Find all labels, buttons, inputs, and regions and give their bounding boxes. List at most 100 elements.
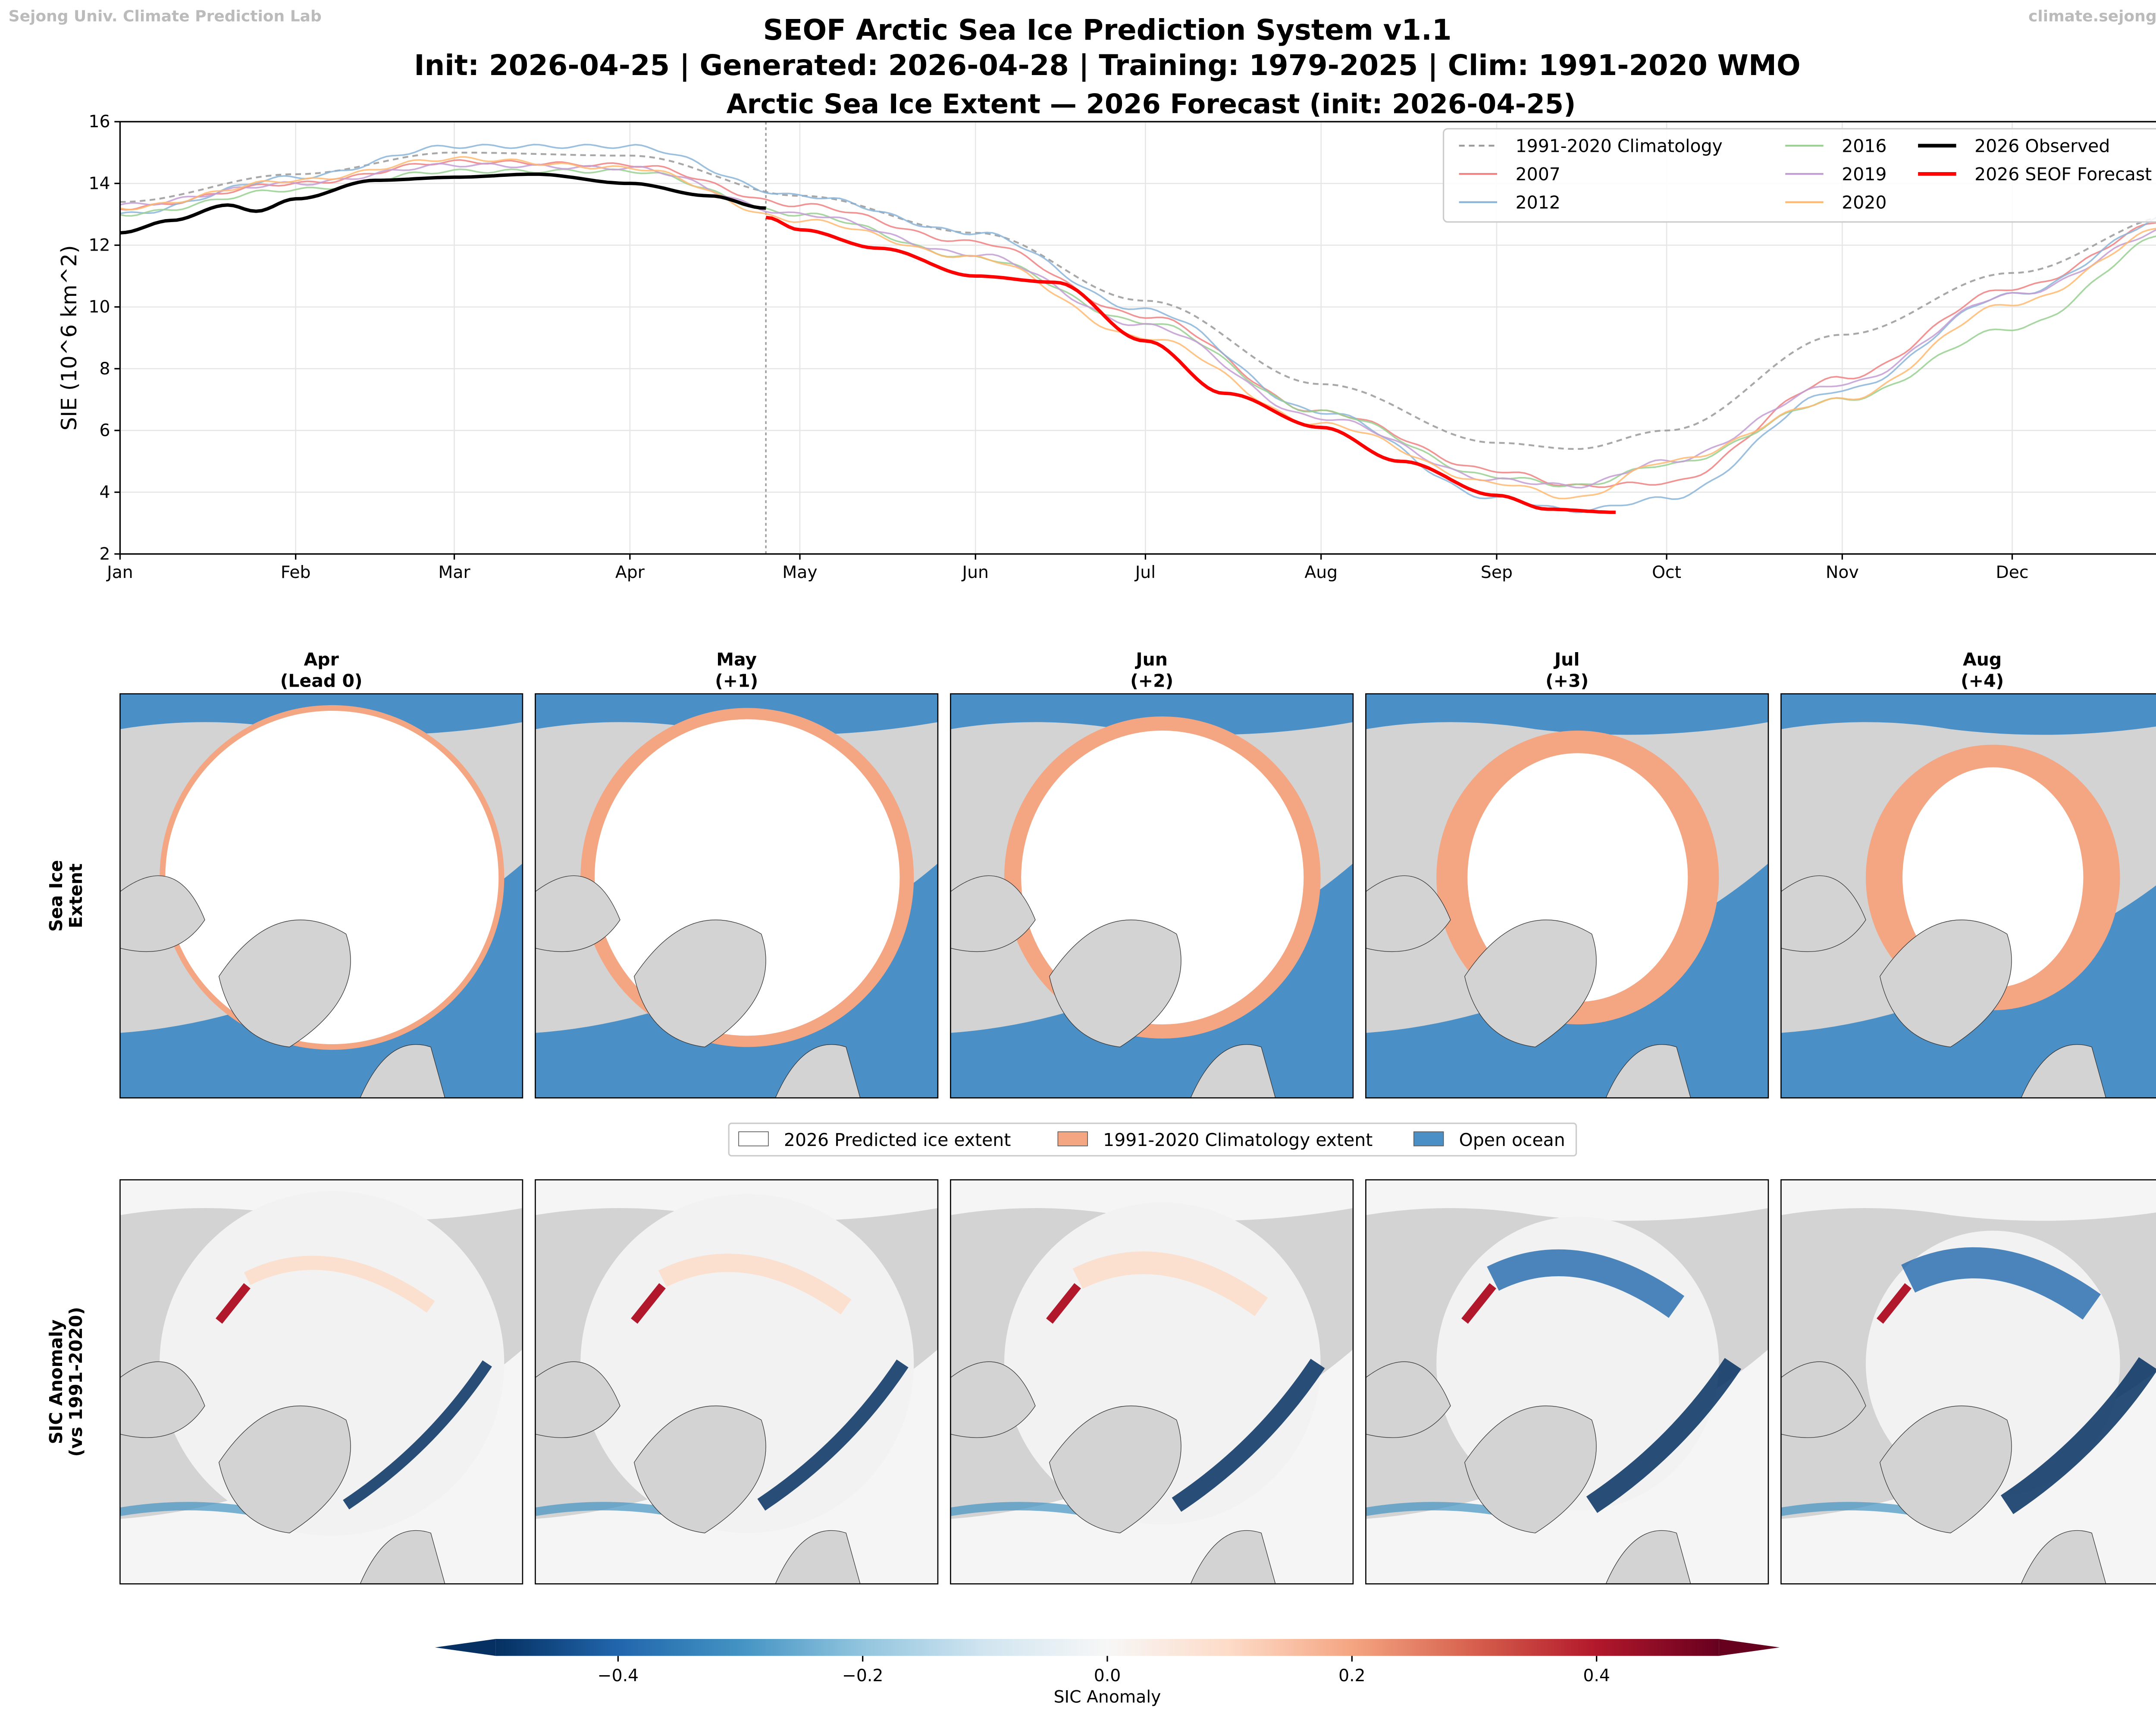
row-label: (vs 1991-2020) <box>66 1307 86 1457</box>
map-legend-swatch <box>1057 1131 1088 1146</box>
colorbar-tick-label: 0.2 <box>1338 1666 1366 1686</box>
map-title-month: Jun <box>1134 649 1168 670</box>
anomaly-band-negative <box>757 1359 909 1511</box>
y-tick-label: 4 <box>99 483 110 502</box>
sic-anomaly-map-jul <box>1365 1179 1769 1585</box>
colorbar-tick-label: 0.4 <box>1583 1666 1610 1686</box>
colorbar-extend-max <box>1719 1639 1780 1656</box>
map-legend-swatch <box>1413 1131 1444 1146</box>
suptitle-line1: SEOF Arctic Sea Ice Prediction System v1… <box>763 14 1452 47</box>
x-tick-label: Oct <box>1652 563 1681 582</box>
y-tick-label: 8 <box>99 359 110 379</box>
colorbar-label: SIC Anomaly <box>1054 1687 1161 1707</box>
sic-anomaly-map-aug <box>1780 1179 2156 1585</box>
colorbar-tick-label: −0.2 <box>842 1666 883 1686</box>
sea-ice-extent-map-aug <box>1780 693 2156 1099</box>
scandinavia <box>2021 1044 2106 1098</box>
colorbar-ticks: −0.4 −0.2 0.0 0.2 0.4 <box>598 1656 1610 1686</box>
sic-anomaly-map-may <box>535 1179 939 1585</box>
y-tick-label: 10 <box>88 298 110 317</box>
scandinavia <box>360 1530 445 1584</box>
scandinavia <box>775 1044 861 1098</box>
ocean-atlantic <box>1366 863 1768 1098</box>
map-frame <box>950 1179 1354 1585</box>
suptitle-line2: Init: 2026-04-25 | Generated: 2026-04-28… <box>414 49 1800 82</box>
map-legend-box <box>728 1122 1577 1157</box>
x-tick-label: Aug <box>1304 563 1338 582</box>
anomaly-band-negative <box>244 1256 435 1313</box>
canada-land <box>950 875 1036 952</box>
ocean-atlantic <box>535 1349 938 1584</box>
map-legend-label: 2026 Predicted ice extent <box>784 1130 1011 1150</box>
ocean-pacific <box>1781 1180 2156 1221</box>
map-frame <box>1780 693 2156 1099</box>
series-group <box>120 144 2156 514</box>
series-line-2012 <box>120 144 2156 513</box>
watermark-left: Sejong Univ. Climate Prediction Lab <box>9 8 322 25</box>
colorbar-gradient <box>495 1639 1719 1656</box>
sea-ice-extent-map-apr <box>119 693 523 1099</box>
y-tick-label: 2 <box>99 545 110 564</box>
canada-land <box>120 1361 205 1438</box>
scandinavia <box>775 1530 861 1584</box>
y-ticks: 2 4 6 8 10 12 14 16 <box>88 112 120 564</box>
greenland <box>1880 1405 2012 1534</box>
greenland <box>1049 920 1181 1048</box>
watermark-right: climate.sejong.ac.kr <box>2028 8 2156 25</box>
sic-anomaly-map-apr <box>119 1179 523 1585</box>
canada-land <box>1366 1361 1451 1438</box>
series-line-2026-seof-forecast <box>765 216 1616 514</box>
map-legend-label: 1991-2020 Climatology extent <box>1103 1130 1373 1150</box>
legend-label: 1991-2020 Climatology <box>1516 136 1723 157</box>
canada-land <box>1781 1361 1866 1438</box>
legend-label: 2016 <box>1842 136 1887 157</box>
x-tick-label: Sep <box>1481 563 1513 582</box>
y-tick-label: 16 <box>88 112 110 132</box>
row-label: Sea Ice <box>46 860 66 932</box>
legend-label: 2026 Observed <box>1974 136 2110 157</box>
plot-frame <box>119 121 2156 555</box>
sea-ice-extent-map-jun <box>950 693 1354 1099</box>
greenland <box>1049 1405 1181 1534</box>
map-frame <box>535 693 939 1099</box>
canada-land <box>120 875 205 952</box>
greenland <box>634 920 766 1048</box>
row-label: Extent <box>66 863 86 928</box>
anomaly-band-positive <box>1046 1283 1081 1324</box>
sea-ice-extent-map-jul <box>1365 693 1769 1099</box>
map-title-lead: (+2) <box>1130 670 1173 691</box>
anomaly-band-negative <box>2000 1357 2156 1514</box>
scandinavia <box>1605 1044 1691 1098</box>
x-tick-label: Jul <box>1134 563 1156 582</box>
colorbar-tick-label: 0.0 <box>1094 1666 1121 1686</box>
ocean-pacific <box>1366 694 1768 735</box>
anomaly-band-negative <box>658 1253 852 1315</box>
scandinavia <box>1605 1530 1691 1584</box>
ocean-pacific <box>950 694 1353 735</box>
map-title-month: Apr <box>304 649 339 670</box>
map-frame <box>1365 693 1769 1099</box>
y-tick-label: 12 <box>88 236 110 255</box>
series-line-2026-observed <box>120 173 766 235</box>
map-title-lead: (+3) <box>1545 670 1589 691</box>
map-title-month: May <box>716 649 757 670</box>
anomaly-band-negative <box>1072 1251 1268 1316</box>
chart-legend: 1991-2020 Climatology 2007 2012 2016 2019 202… <box>1442 128 2156 223</box>
line-chart: 2 4 6 8 10 12 14 16 Jan Feb Mar Apr May Jun Jul Aug Sep… <box>56 112 2156 582</box>
series-line-1991-2020-climatology <box>120 151 2156 450</box>
y-tick-label: 6 <box>99 421 110 440</box>
legend-label: 2019 <box>1842 164 1887 185</box>
anomaly-band-negative <box>1586 1358 1742 1513</box>
canada-land <box>1366 875 1451 952</box>
map-frame <box>1365 1179 1769 1585</box>
map-title-month: Jul <box>1553 649 1579 670</box>
sea-ice-extent-map-may <box>535 693 939 1099</box>
anomaly-band-negative <box>1901 1247 2101 1320</box>
canada-land <box>1781 875 1866 952</box>
legend-label: 2026 SEOF Forecast <box>1974 164 2152 185</box>
scandinavia <box>1190 1530 1276 1584</box>
greenland <box>1464 1405 1597 1534</box>
legend-label: 2012 <box>1516 192 1561 213</box>
greenland <box>634 1405 766 1534</box>
